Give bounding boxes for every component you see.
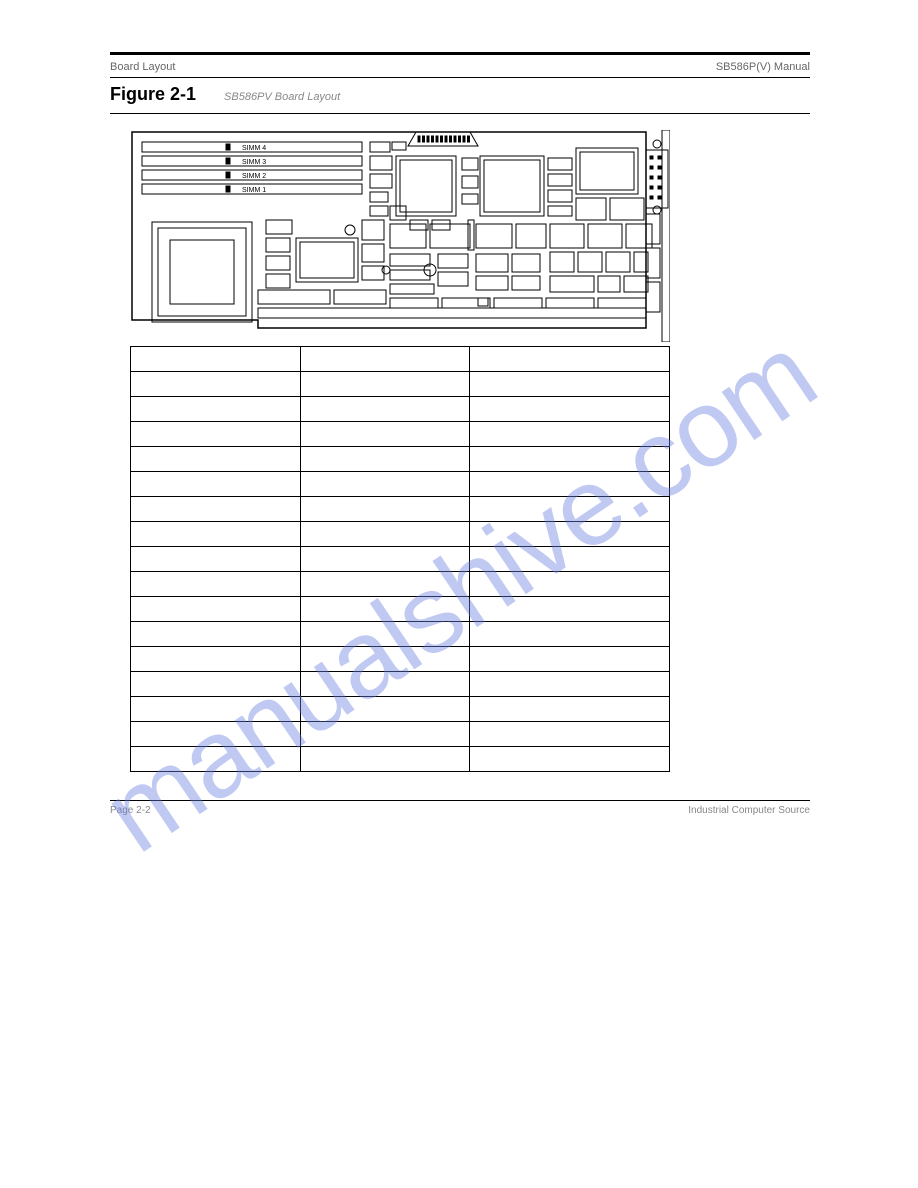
table-row	[131, 472, 670, 497]
table-cell	[131, 547, 301, 572]
table-row	[131, 447, 670, 472]
table-cell	[470, 522, 670, 547]
running-footer: Page 2-2 Industrial Computer Source	[110, 801, 810, 816]
table-cell	[470, 547, 670, 572]
title-underline	[110, 113, 810, 114]
table-cell	[470, 597, 670, 622]
table-cell	[300, 397, 470, 422]
table-row	[131, 372, 670, 397]
table-row	[131, 347, 670, 372]
table-cell	[470, 697, 670, 722]
svg-text:SIMM 3: SIMM 3	[242, 159, 266, 166]
table-cell	[300, 647, 470, 672]
table-cell	[300, 372, 470, 397]
table-row	[131, 747, 670, 772]
table-cell	[300, 747, 470, 772]
table-cell	[131, 447, 301, 472]
table-cell	[300, 597, 470, 622]
table-cell	[300, 697, 470, 722]
svg-text:SIMM 4: SIMM 4	[242, 145, 266, 152]
table-row	[131, 722, 670, 747]
table-cell	[470, 622, 670, 647]
table-cell	[470, 747, 670, 772]
table-cell	[300, 347, 470, 372]
svg-text:SIMM 1: SIMM 1	[242, 187, 266, 194]
table-cell	[300, 547, 470, 572]
table-cell	[300, 622, 470, 647]
table-cell	[300, 522, 470, 547]
table-cell	[131, 572, 301, 597]
table-row	[131, 622, 670, 647]
table-cell	[300, 447, 470, 472]
running-header: Board Layout SB586P(V) Manual	[110, 55, 810, 77]
table-cell	[300, 422, 470, 447]
table-cell	[131, 597, 301, 622]
footer-right: Industrial Computer Source	[688, 805, 810, 816]
figure-caption: SB586PV Board Layout	[224, 91, 340, 103]
table-row	[131, 522, 670, 547]
table-cell	[131, 472, 301, 497]
table-cell	[131, 622, 301, 647]
board-layout-diagram: SIMM 4 SIMM 3 SIMM 2 SIMM 1	[130, 130, 670, 342]
table-row	[131, 572, 670, 597]
table-row	[131, 547, 670, 572]
table-cell	[131, 672, 301, 697]
table-row	[131, 497, 670, 522]
table-cell	[131, 522, 301, 547]
table-row	[131, 597, 670, 622]
table-cell	[131, 722, 301, 747]
table-cell	[300, 672, 470, 697]
table-cell	[131, 422, 301, 447]
svg-text:SIMM 2: SIMM 2	[242, 173, 266, 180]
table-cell	[470, 422, 670, 447]
figure-title: Figure 2-1 SB586PV Board Layout	[110, 78, 810, 113]
footer-left: Page 2-2	[110, 805, 151, 816]
table-row	[131, 697, 670, 722]
table-cell	[470, 672, 670, 697]
table-cell	[131, 347, 301, 372]
table-cell	[470, 447, 670, 472]
table-cell	[300, 472, 470, 497]
table-row	[131, 397, 670, 422]
table-cell	[131, 497, 301, 522]
table-cell	[470, 347, 670, 372]
table-cell	[300, 497, 470, 522]
table-cell	[470, 572, 670, 597]
table-cell	[470, 472, 670, 497]
table-cell	[131, 747, 301, 772]
table-row	[131, 647, 670, 672]
table-cell	[470, 497, 670, 522]
table-cell	[470, 722, 670, 747]
header-right: SB586P(V) Manual	[716, 61, 810, 73]
table-cell	[131, 372, 301, 397]
figure-number: Figure 2-1	[110, 84, 196, 105]
table-row	[131, 672, 670, 697]
table-cell	[470, 647, 670, 672]
table-row	[131, 422, 670, 447]
board-svg: SIMM 4 SIMM 3 SIMM 2 SIMM 1	[130, 130, 670, 342]
table-cell	[131, 647, 301, 672]
table-cell	[300, 722, 470, 747]
table-cell	[131, 697, 301, 722]
table-cell	[131, 397, 301, 422]
table-cell	[300, 572, 470, 597]
header-left: Board Layout	[110, 61, 175, 73]
table-cell	[470, 372, 670, 397]
component-table	[130, 346, 670, 772]
table-cell	[470, 397, 670, 422]
